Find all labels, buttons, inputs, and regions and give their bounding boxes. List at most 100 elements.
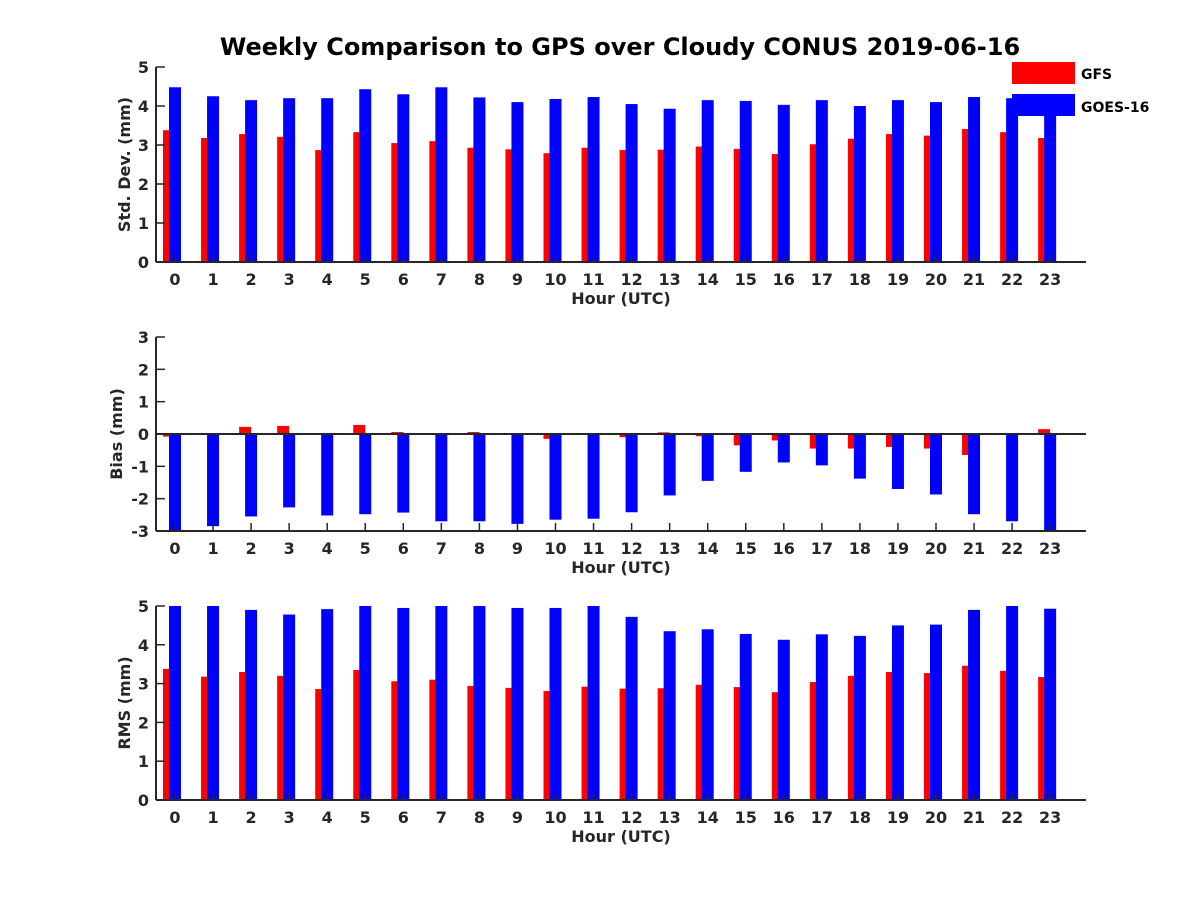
rms-bar-goes16-9 xyxy=(511,607,524,800)
std-dev-x-tick-label: 12 xyxy=(620,270,642,289)
rms-bar-goes16-11 xyxy=(587,606,600,800)
std-dev-bar-goes16-18 xyxy=(853,106,866,262)
bias-x-tick-label: 2 xyxy=(246,539,257,558)
std-dev-bar-goes16-0 xyxy=(169,87,181,262)
bias-bar-goes16-7 xyxy=(435,434,448,522)
bias-bar-goes16-21 xyxy=(968,434,981,515)
bias-bar-goes16-12 xyxy=(625,434,638,513)
std-dev-x-tick-label: 16 xyxy=(773,270,795,289)
bias-bar-goes16-15 xyxy=(739,434,752,472)
rms-x-tick-label: 20 xyxy=(925,808,947,827)
rms-x-tick-label: 13 xyxy=(659,808,681,827)
rms-x-tick-label: 21 xyxy=(963,808,985,827)
legend-swatch-goes16 xyxy=(1012,94,1075,116)
bias-bar-goes16-9 xyxy=(511,434,524,524)
std-dev-x-tick-label: 7 xyxy=(436,270,447,289)
rms-y-axis-label: RMS (mm) xyxy=(115,656,134,749)
std-dev-bar-goes16-17 xyxy=(815,100,828,263)
std-dev-x-tick-label: 19 xyxy=(887,270,909,289)
std-dev-y-tick-label: 1 xyxy=(138,214,149,233)
rms-x-tick-label: 2 xyxy=(246,808,257,827)
bias-bar-goes16-6 xyxy=(397,434,410,513)
rms-x-tick-label: 0 xyxy=(169,808,180,827)
rms-bar-goes16-16 xyxy=(777,639,790,800)
rms-x-tick-label: 4 xyxy=(322,808,333,827)
std-dev-bar-goes16-4 xyxy=(321,98,334,262)
bias-y-tick-label: 2 xyxy=(138,360,149,379)
bias-x-axis-label: Hour (UTC) xyxy=(571,558,671,577)
std-dev-bar-goes16-1 xyxy=(207,96,220,262)
std-dev-y-axis-label: Std. Dev. (mm) xyxy=(115,97,134,232)
rms-bar-goes16-12 xyxy=(625,616,638,800)
rms-x-tick-label: 12 xyxy=(620,808,642,827)
std-dev-y-tick-label: 0 xyxy=(138,253,149,272)
std-dev-bar-goes16-16 xyxy=(777,104,790,262)
rms-y-tick-label: 0 xyxy=(138,791,149,810)
bias-bar-goes16-13 xyxy=(663,434,676,496)
rms-bar-goes16-22 xyxy=(1006,606,1019,800)
std-dev-x-tick-label: 8 xyxy=(474,270,485,289)
rms-bar-goes16-7 xyxy=(435,606,448,800)
rms-x-tick-label: 18 xyxy=(849,808,871,827)
rms-y-tick-label: 2 xyxy=(138,713,149,732)
rms-bar-goes16-0 xyxy=(169,606,181,800)
bias-bar-goes16-19 xyxy=(891,434,904,489)
bias-y-tick-label: 1 xyxy=(138,393,149,412)
bias-x-tick-label: 20 xyxy=(925,539,947,558)
std-dev-bar-goes16-13 xyxy=(663,108,676,262)
bias-x-tick-label: 13 xyxy=(659,539,681,558)
bias-x-tick-label: 3 xyxy=(284,539,295,558)
bias-x-tick-label: 21 xyxy=(963,539,985,558)
rms-bar-goes16-15 xyxy=(739,633,752,800)
std-dev-y-tick-label: 3 xyxy=(138,136,149,155)
rms-bar-goes16-18 xyxy=(853,635,866,800)
legend-label-goes16: GOES-16 xyxy=(1081,100,1149,116)
std-dev-x-tick-label: 14 xyxy=(697,270,719,289)
bias-bar-goes16-10 xyxy=(549,434,562,520)
bias-y-tick-label: 0 xyxy=(138,425,149,444)
rms-bar-goes16-21 xyxy=(968,609,981,800)
legend-label-gfs: GFS xyxy=(1081,67,1112,83)
std-dev-x-tick-label: 18 xyxy=(849,270,871,289)
rms-x-axis-label: Hour (UTC) xyxy=(571,827,671,846)
rms-bar-goes16-1 xyxy=(207,606,220,800)
bias-bar-goes16-11 xyxy=(587,434,600,519)
std-dev-x-tick-label: 5 xyxy=(360,270,371,289)
bias-y-axis-label: Bias (mm) xyxy=(107,388,126,480)
rms-bar-goes16-19 xyxy=(891,625,904,800)
rms-x-tick-label: 10 xyxy=(544,808,566,827)
rms-x-tick-label: 16 xyxy=(773,808,795,827)
rms-bar-goes16-8 xyxy=(473,606,486,800)
rms-x-tick-label: 9 xyxy=(512,808,523,827)
bias-y-tick-label: -3 xyxy=(131,522,149,541)
std-dev-bar-goes16-23 xyxy=(1044,104,1057,262)
bias-x-tick-label: 16 xyxy=(773,539,795,558)
std-dev-x-tick-label: 17 xyxy=(811,270,833,289)
bias-x-tick-label: 10 xyxy=(544,539,566,558)
std-dev-x-tick-label: 22 xyxy=(1001,270,1023,289)
std-dev-x-tick-label: 4 xyxy=(322,270,333,289)
rms-y-tick-label: 1 xyxy=(138,752,149,771)
bias-y-tick-label: -2 xyxy=(131,490,149,509)
rms-x-tick-label: 5 xyxy=(360,808,371,827)
bias-bar-goes16-14 xyxy=(701,434,714,481)
std-dev-x-tick-label: 0 xyxy=(169,270,180,289)
std-dev-y-tick-label: 5 xyxy=(138,58,149,77)
bias-bar-goes16-22 xyxy=(1006,434,1019,522)
std-dev-x-tick-label: 9 xyxy=(512,270,523,289)
bias-x-tick-label: 4 xyxy=(322,539,333,558)
rms-bar-goes16-5 xyxy=(359,606,372,800)
std-dev-y-tick-label: 4 xyxy=(138,97,149,116)
std-dev-y-tick-label: 2 xyxy=(138,175,149,194)
bias-x-tick-label: 1 xyxy=(207,539,218,558)
std-dev-x-tick-label: 3 xyxy=(284,270,295,289)
bias-bar-goes16-23 xyxy=(1044,434,1057,531)
bias-bar-goes16-18 xyxy=(853,434,866,479)
rms-y-tick-label: 3 xyxy=(138,675,149,694)
bias-bar-gfs-23 xyxy=(1038,429,1051,434)
rms-x-tick-label: 22 xyxy=(1001,808,1023,827)
rms-y-tick-label: 5 xyxy=(138,597,149,616)
